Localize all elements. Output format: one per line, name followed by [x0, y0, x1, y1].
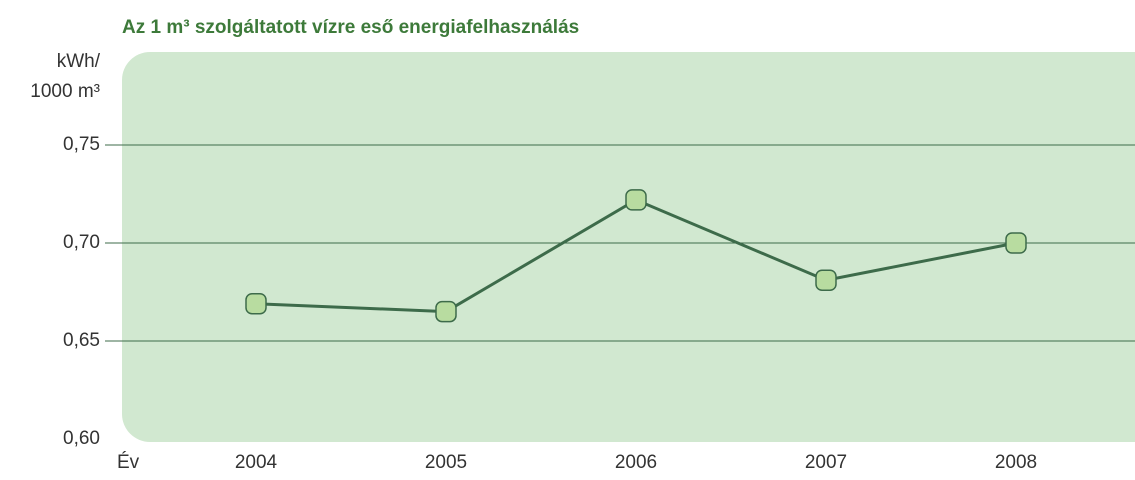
x-tick-label: 2004	[235, 452, 278, 473]
x-tick-label: 2005	[425, 452, 467, 473]
point-marker	[245, 293, 267, 315]
y-axis-label: 1000 m³	[30, 81, 100, 102]
chart-title: Az 1 m³ szolgáltatott vízre eső energiaf…	[122, 17, 579, 38]
y-axis-label: kWh/	[57, 51, 101, 72]
x-tick-label: 2006	[615, 452, 657, 473]
y-tick-label: 0,70	[63, 232, 100, 253]
point-marker	[815, 269, 837, 291]
x-tick-label: 2008	[995, 452, 1037, 473]
x-axis-label: Év	[117, 452, 140, 473]
y-tick-label: 0,65	[63, 330, 100, 351]
y-tick-label: 0,60	[63, 428, 100, 449]
x-tick-label: 2007	[805, 452, 847, 473]
y-tick-label: 0,75	[63, 134, 100, 155]
plot-area	[122, 52, 1135, 442]
point-marker	[625, 189, 647, 211]
point-marker	[435, 300, 457, 323]
point-marker	[1005, 232, 1027, 254]
